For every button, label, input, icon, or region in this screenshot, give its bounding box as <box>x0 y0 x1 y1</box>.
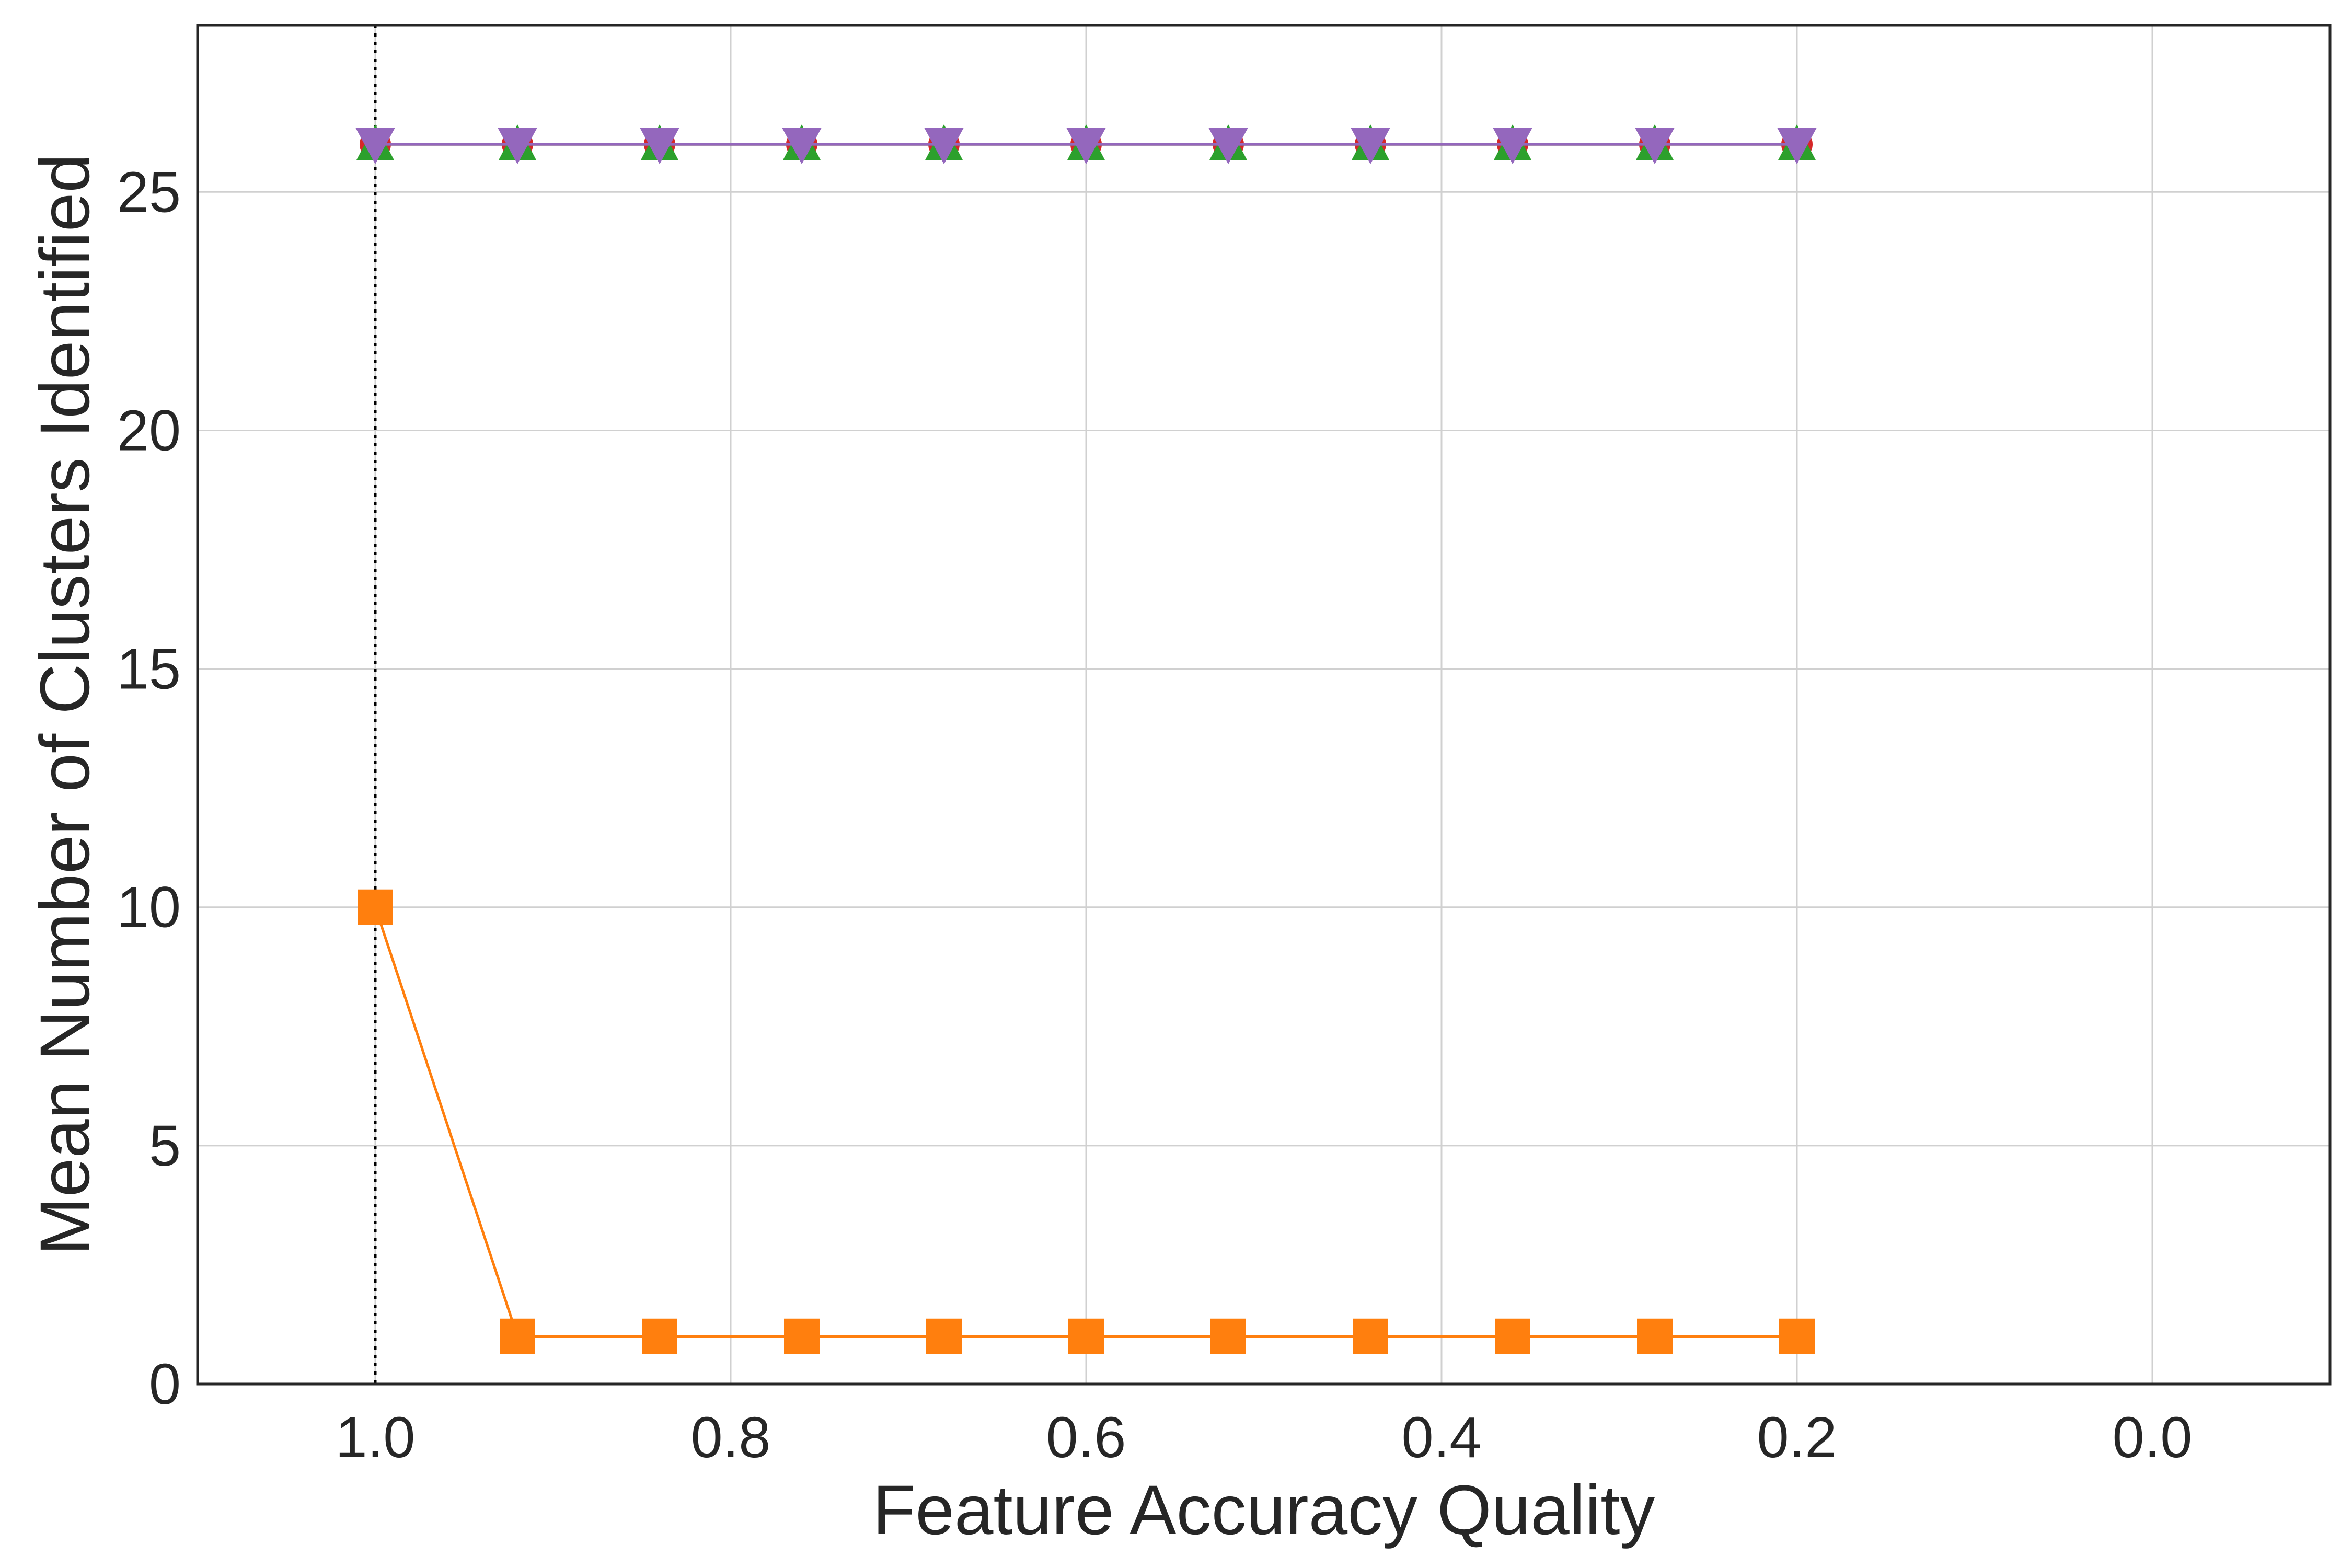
data-point <box>1495 1318 1530 1354</box>
series-triangle-down <box>355 128 1817 165</box>
data-point <box>1068 1318 1104 1354</box>
data-point <box>1635 128 1675 165</box>
y-tick-label: 25 <box>117 160 181 224</box>
x-tick-label: 0.4 <box>1402 1405 1482 1470</box>
data-point <box>500 1318 535 1354</box>
data-point <box>1779 1318 1815 1354</box>
data-point <box>1493 128 1532 165</box>
x-tick-labels: 1.0 0.8 0.6 0.4 0.2 0.0 <box>336 1405 2193 1470</box>
y-tick-label: 20 <box>117 398 181 463</box>
data-point <box>358 889 393 925</box>
data-point <box>1353 1318 1388 1354</box>
data-point <box>640 128 679 165</box>
data-point <box>1777 128 1817 165</box>
plot-frame <box>196 24 2332 1386</box>
data-point <box>1637 1318 1673 1354</box>
x-tick-label: 0.0 <box>2113 1405 2193 1470</box>
x-tick-label: 0.2 <box>1757 1405 1837 1470</box>
data-point <box>642 1318 677 1354</box>
y-tick-label: 0 <box>149 1352 181 1416</box>
data-point <box>498 128 537 165</box>
data-point <box>784 1318 820 1354</box>
series-layer <box>355 124 1817 1354</box>
y-tick-label: 10 <box>117 875 181 940</box>
y-axis-title: Mean Number of Clusters Identified <box>26 154 104 1255</box>
data-point <box>782 128 822 165</box>
data-point <box>1210 1318 1246 1354</box>
x-axis-title: Feature Accuracy Quality <box>873 1471 1655 1549</box>
x-tick-label: 0.6 <box>1046 1405 1126 1470</box>
data-point <box>926 1318 962 1354</box>
data-point <box>924 128 964 165</box>
y-tick-label: 5 <box>149 1114 181 1178</box>
data-point <box>1066 128 1106 165</box>
y-tick-labels: 0 5 10 15 20 25 <box>117 160 181 1416</box>
y-tick-label: 15 <box>117 637 181 701</box>
x-tick-label: 1.0 <box>336 1405 416 1470</box>
x-tick-label: 0.8 <box>691 1405 771 1470</box>
data-point <box>1208 128 1248 165</box>
data-point <box>1351 128 1390 165</box>
data-point <box>355 128 395 165</box>
series-square <box>358 889 1815 1354</box>
